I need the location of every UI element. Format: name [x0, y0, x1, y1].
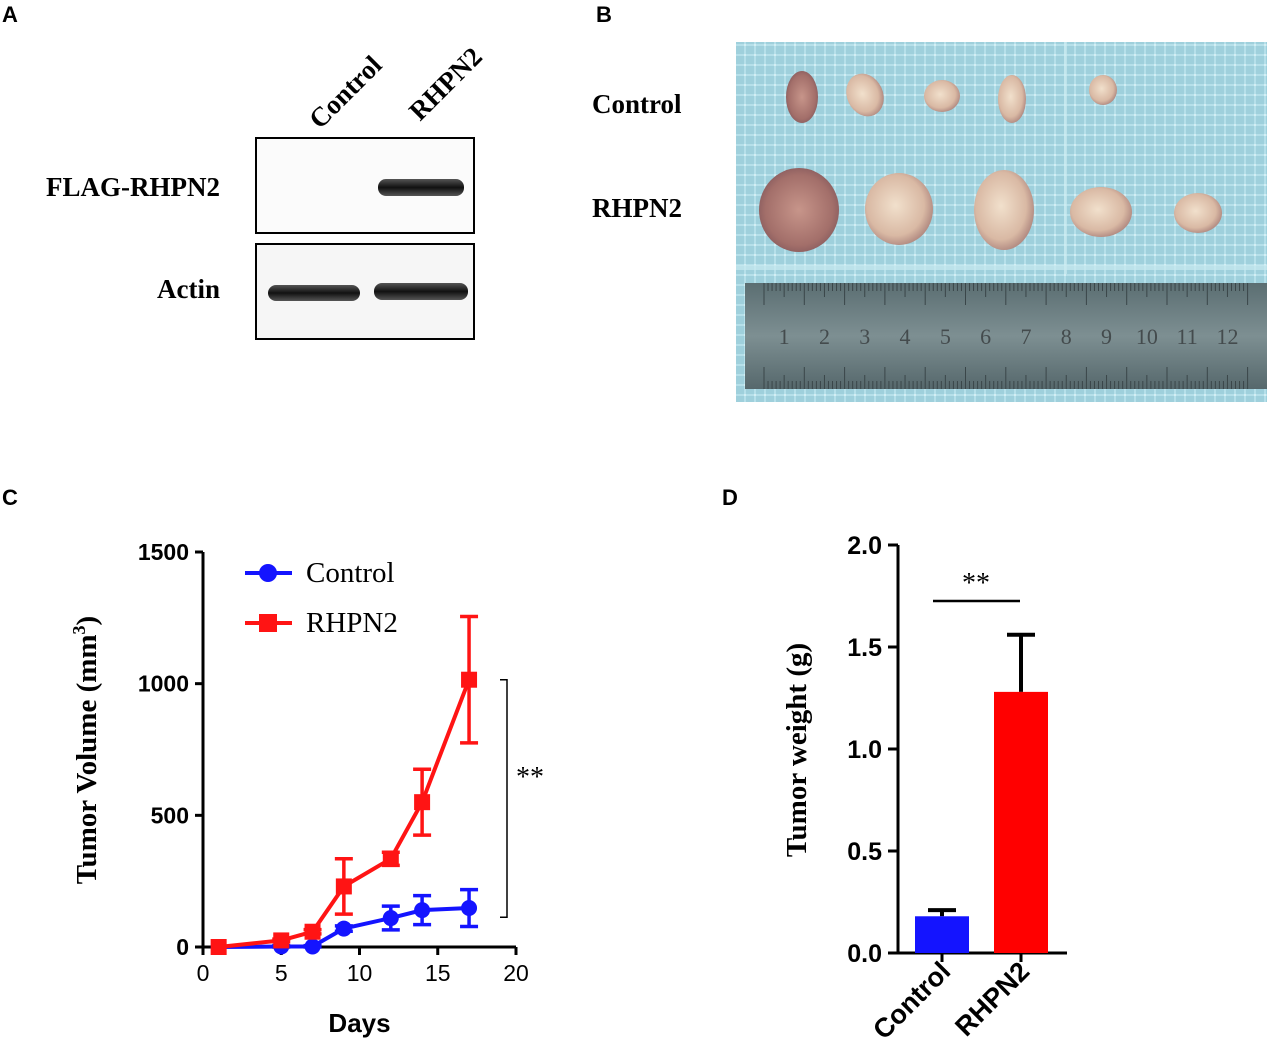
tumor-rhpn2-2	[865, 173, 933, 245]
y-tick-label: 0.0	[847, 940, 882, 968]
row-label-actin: Actin	[157, 274, 220, 304]
panel-letter-a: A	[2, 2, 18, 27]
panel-letter-b: B	[596, 2, 612, 27]
tumor-control-4	[998, 75, 1026, 123]
y-tick-label: 0.5	[847, 838, 882, 866]
data-point-rhpn2	[461, 671, 478, 688]
tumor-weight-chart: 0.0 0.5 1.0 1.5 2.0 Tumor weight (g) ControlRH…	[781, 532, 1067, 1045]
x-tick-label: 15	[425, 960, 451, 986]
ruler-number: 8	[1061, 324, 1072, 349]
ruler-ticks	[763, 283, 1249, 389]
towel-fold-line-horizontal	[736, 265, 1267, 270]
data-point-rhpn2	[335, 878, 352, 895]
towel-fold-line	[1064, 42, 1067, 274]
y-tick-label: 2.0	[847, 532, 882, 560]
x-tick-label: 10	[347, 960, 373, 986]
data-point-rhpn2	[210, 939, 227, 955]
significance-label: **	[516, 762, 544, 793]
y-tick-label: 1000	[138, 671, 189, 697]
panel-d: D 0.0 0.5 1.0 1.5 2.0 Tumor weight (g) Control…	[722, 485, 1067, 1045]
y-axis-label: Tumor Volume (mm3)	[69, 616, 103, 884]
ruler-number: 11	[1177, 324, 1198, 349]
legend-marker-rhpn2	[259, 614, 277, 632]
legend-marker-control	[259, 564, 277, 582]
bar-rhpn2	[994, 691, 1048, 953]
ruler-number: 7	[1020, 324, 1031, 349]
y-tick-label: 1.0	[847, 736, 882, 764]
x-category-label-control: Control	[867, 956, 956, 1045]
actin-band-rhpn2	[374, 283, 468, 300]
tumor-rhpn2-5	[1174, 193, 1222, 233]
tumor-control-5	[1089, 75, 1117, 105]
y-axis-label-end: )	[71, 616, 103, 626]
panel-a: A Control RHPN2 FLAG-RHPN2 Actin	[2, 2, 488, 340]
data-point-rhpn2	[382, 850, 399, 867]
data-point-control	[382, 910, 399, 927]
tumor-rhpn2-3	[974, 170, 1034, 250]
data-point-control	[304, 938, 321, 955]
data-point-rhpn2	[414, 794, 431, 811]
lane-label-rhpn2: RHPN2	[403, 41, 488, 126]
y-tick-label: 0	[176, 934, 189, 960]
row-label-flag-rhpn2: FLAG-RHPN2	[46, 172, 220, 202]
ruler-numbers: 1 2 3 4 5 6 7 8 9 10 11 12	[779, 324, 1239, 349]
ruler-number: 3	[859, 324, 870, 349]
tumor-control-1	[786, 71, 818, 123]
y-axis-label-text: Tumor Volume (mm	[71, 634, 103, 884]
y-tick-label: 1.5	[847, 634, 882, 662]
data-point-rhpn2	[273, 932, 290, 949]
significance-bracket	[500, 678, 508, 918]
photo-label-control: Control	[592, 89, 682, 119]
legend-label-control: Control	[306, 557, 395, 589]
data-point-control	[461, 900, 478, 917]
legend-label-rhpn2: RHPN2	[306, 607, 398, 639]
ruler-number: 10	[1136, 324, 1158, 349]
ruler-number: 4	[900, 324, 911, 349]
panel-letter-d: D	[722, 485, 738, 510]
tumor-rhpn2-1	[759, 168, 839, 252]
panel-letter-c: C	[2, 485, 18, 510]
ruler-number: 9	[1101, 324, 1112, 349]
photo-label-rhpn2: RHPN2	[592, 193, 682, 223]
x-category-label-rhpn2: RHPN2	[949, 956, 1035, 1042]
tumor-control-2	[846, 73, 884, 117]
panel-b: B Control RHPN2 1 2 3 4 5 6 7 8 9 10 11 12	[592, 2, 1267, 402]
y-tick-label: 500	[151, 802, 189, 828]
ruler-number: 12	[1216, 324, 1238, 349]
data-point-rhpn2	[304, 923, 321, 940]
ruler-number: 5	[940, 324, 951, 349]
y-tick-label: 1500	[138, 539, 189, 565]
lane-label-control: Control	[303, 49, 388, 134]
flag-band-rhpn2	[378, 179, 464, 196]
y-axis-label-superscript: 3	[69, 625, 89, 634]
data-point-control	[414, 902, 431, 919]
x-tick-label: 20	[503, 960, 529, 986]
tumor-volume-chart: 0 500 1000 1500 0 5 10 15 20 Days Tumor Volume (mm…	[69, 539, 544, 1038]
actin-band-control	[268, 285, 360, 301]
panel-c: C 0 500 1000 1500 0 5 10 15 20 Days Tumor Volume (…	[2, 485, 544, 1038]
x-tick-label: 5	[275, 960, 288, 986]
tumor-control-3	[924, 80, 960, 112]
x-axis-label: Days	[328, 1008, 390, 1038]
ruler-number: 2	[819, 324, 830, 349]
x-tick-label: 0	[197, 960, 210, 986]
y-axis-label: Tumor weight (g)	[781, 643, 813, 857]
ruler-number: 6	[980, 324, 991, 349]
data-point-control	[335, 920, 352, 937]
significance-label: **	[962, 568, 990, 599]
tumor-rhpn2-4	[1070, 187, 1132, 237]
ruler-number: 1	[779, 324, 790, 349]
bar-control	[915, 916, 969, 953]
